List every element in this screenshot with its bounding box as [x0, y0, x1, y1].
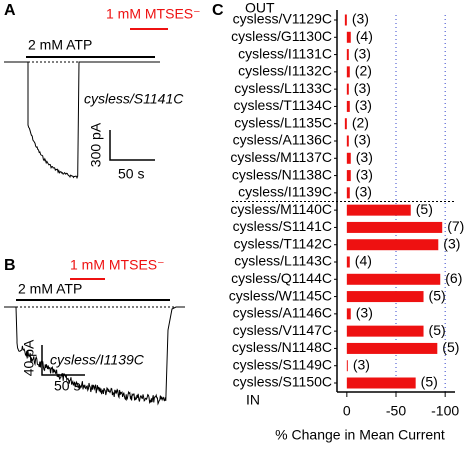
bar — [346, 360, 348, 372]
out-label: OUT — [245, 0, 275, 16]
n-label: (3) — [356, 166, 373, 182]
bar — [346, 308, 351, 320]
n-label: (3) — [354, 45, 371, 61]
bar — [346, 100, 350, 112]
y-tick-label: cysless/T1134C — [233, 97, 332, 113]
n-label: (5) — [416, 201, 433, 217]
y-tick-label: cysless/S1141C — [233, 218, 332, 234]
n-label: (3) — [354, 132, 371, 148]
bar — [344, 14, 347, 26]
panel-label: C — [212, 2, 224, 19]
y-tick-label: cysless/S1149C — [233, 356, 332, 372]
n-label: (3) — [355, 184, 372, 200]
construct-label: cysless/I1139C — [50, 352, 145, 368]
n-label: (5) — [442, 339, 459, 355]
n-label: (3) — [356, 149, 373, 165]
bar — [346, 325, 424, 337]
bar — [346, 83, 349, 95]
bar — [346, 239, 439, 251]
y-tick-label: cysless/N1138C — [232, 166, 332, 182]
n-label: (2) — [352, 114, 369, 130]
y-tick-label: cysless/G1130C — [231, 28, 332, 44]
bar — [346, 187, 350, 199]
current-scale: 300 pA — [88, 122, 104, 167]
panel-label: A — [4, 2, 16, 19]
bar — [346, 135, 349, 147]
y-tick-label: cysless/I1132C — [238, 63, 332, 79]
n-label: (4) — [355, 253, 372, 269]
y-tick-label: cysless/N1148C — [232, 339, 332, 355]
y-tick-label: cysless/M1140C — [230, 201, 332, 217]
bar — [346, 152, 351, 164]
x-tick-label: -100 — [431, 403, 459, 419]
current-scale: 40 pA — [21, 339, 37, 376]
bar — [346, 342, 438, 354]
y-tick-label: cysless/A1146C — [233, 305, 332, 321]
y-tick-label: cysless/T1142C — [233, 235, 332, 251]
y-tick-label: cysless/V1129C — [233, 11, 332, 27]
scale-bar — [41, 345, 85, 376]
bar — [346, 66, 350, 78]
drug-label: 1 mM MTSES⁻ — [70, 257, 165, 273]
bar — [346, 31, 351, 43]
x-axis-title: % Change in Mean Current — [275, 427, 445, 443]
trace — [4, 306, 185, 406]
drug-label: 1 mM MTSES⁻ — [106, 6, 201, 22]
scale-bar — [109, 130, 155, 161]
bar — [346, 291, 424, 303]
n-label: (3) — [352, 11, 369, 27]
y-tick-label: cysless/I1131C — [238, 45, 332, 61]
bar — [346, 221, 443, 233]
y-tick-label: cysless/W1145C — [229, 287, 332, 303]
bar — [346, 256, 350, 268]
bar — [346, 170, 351, 182]
n-label: (3) — [443, 235, 460, 251]
in-label: IN — [246, 392, 260, 408]
y-tick-label: cysless/L1135C — [234, 114, 332, 130]
n-label: (3) — [356, 305, 373, 321]
y-tick-label: cysless/I1139C — [238, 184, 332, 200]
x-tick-label: 0 — [343, 403, 351, 419]
n-label: (5) — [421, 374, 438, 390]
bar — [346, 377, 416, 389]
atp-label: 2 mM ATP — [18, 281, 82, 297]
trace — [4, 61, 160, 180]
y-tick-label: cysless/Q1144C — [231, 270, 332, 286]
construct-label: cysless/S1141C — [84, 91, 184, 107]
y-tick-label: cysless/V1147C — [233, 322, 332, 338]
n-label: (4) — [356, 28, 373, 44]
n-label: (3) — [353, 356, 370, 372]
y-tick-label: cysless/L1143C — [234, 253, 332, 269]
x-tick-label: -50 — [386, 403, 406, 419]
bar — [346, 49, 349, 61]
n-label: (7) — [447, 218, 464, 234]
n-label: (5) — [429, 322, 446, 338]
panel-label: B — [4, 257, 16, 274]
bar — [346, 273, 441, 285]
y-tick-label: cysless/L1133C — [234, 80, 332, 96]
n-label: (5) — [429, 287, 446, 303]
y-tick-label: cysless/M1137C — [230, 149, 332, 165]
y-tick-label: cysless/A1136C — [233, 132, 332, 148]
time-scale: 50 s — [54, 378, 80, 394]
atp-label: 2 mM ATP — [28, 37, 92, 53]
bar — [346, 204, 411, 216]
n-label: (6) — [445, 270, 462, 286]
y-tick-label: cysless/S1150C — [233, 374, 332, 390]
n-label: (2) — [355, 63, 372, 79]
bar — [344, 118, 347, 130]
time-scale: 50 s — [118, 166, 144, 182]
n-label: (3) — [354, 80, 371, 96]
n-label: (3) — [355, 97, 372, 113]
